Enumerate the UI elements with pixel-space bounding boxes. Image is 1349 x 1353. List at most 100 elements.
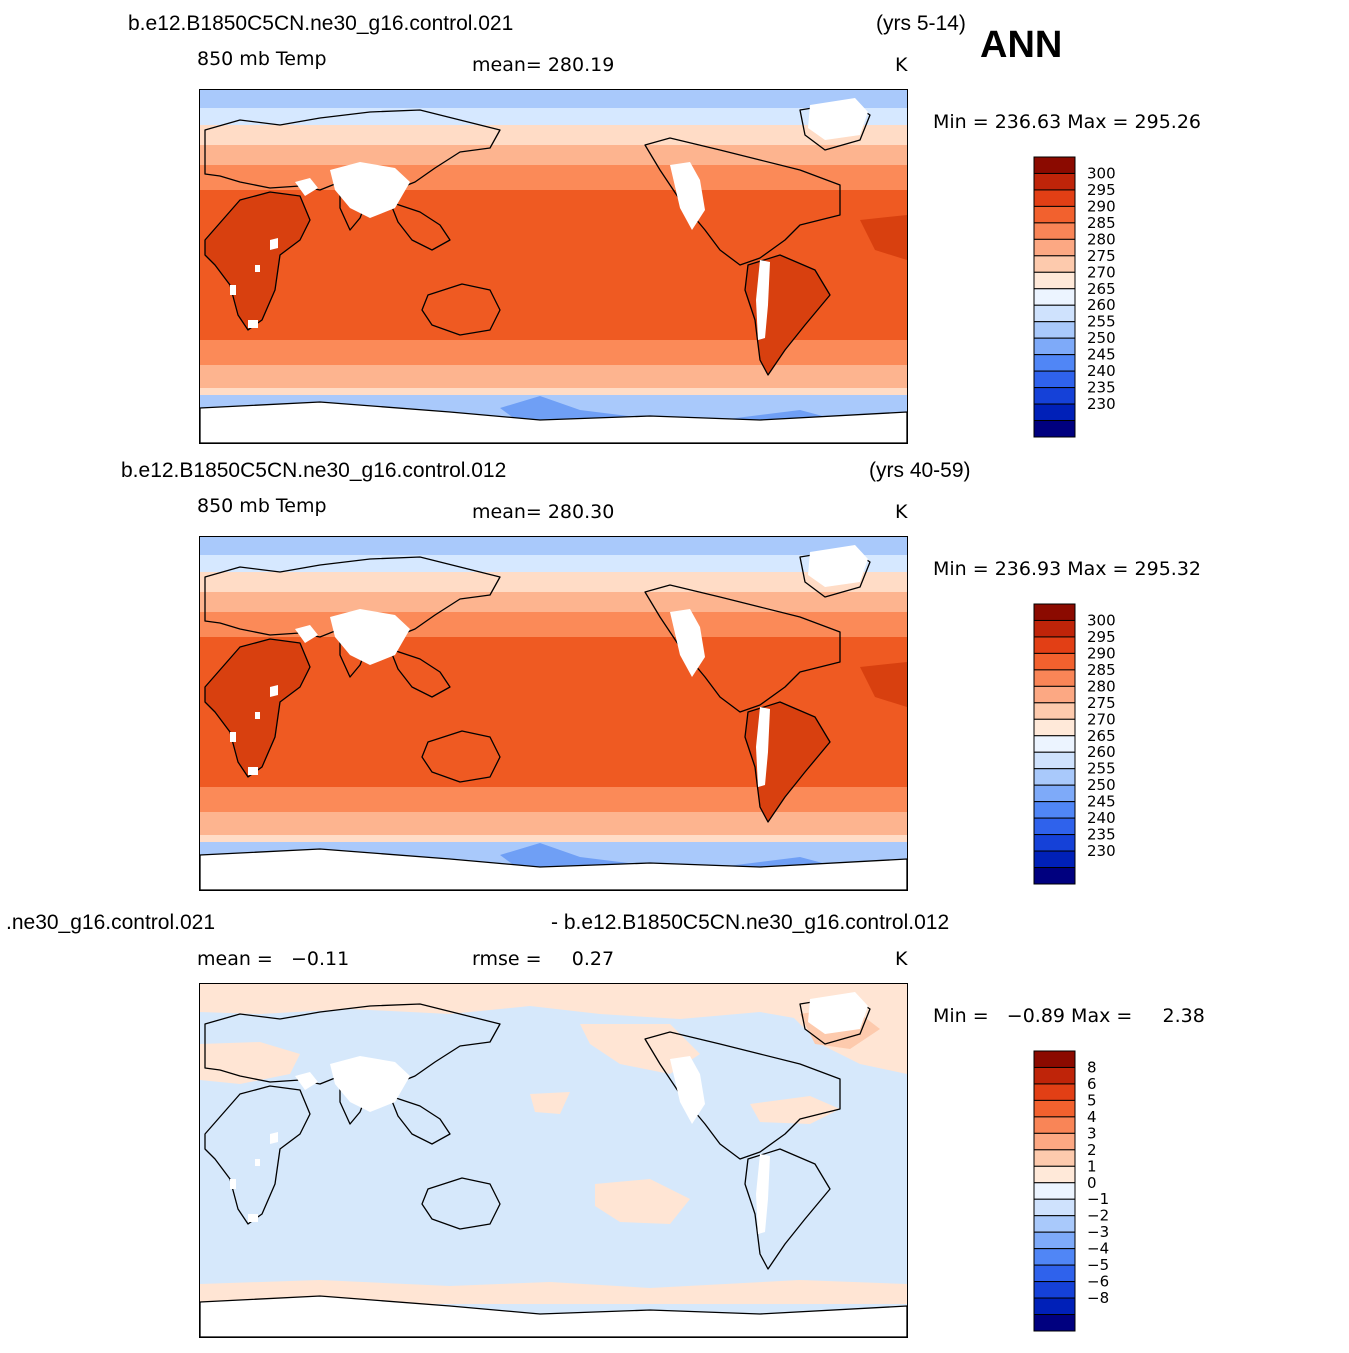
colorbar-tick-label: 260	[1087, 296, 1116, 314]
panel2-mean: mean= 280.30	[472, 501, 615, 523]
colorbar-box	[1033, 370, 1076, 389]
colorbar-box	[1033, 255, 1076, 273]
panel2-map	[199, 536, 908, 891]
map-coastline-europe	[204, 1003, 501, 1085]
map-coastline-asiaSE	[389, 201, 451, 251]
map-positive-anomaly	[200, 1042, 300, 1084]
map-missing-data	[270, 238, 278, 250]
colorbar-tick-label: 2	[1087, 1141, 1097, 1159]
colorbar-tick-label: 260	[1087, 743, 1116, 761]
colorbar-tick-label: 270	[1087, 263, 1116, 281]
map-warm-africa	[205, 192, 310, 330]
colorbar-tick-label: 5	[1087, 1091, 1097, 1109]
colorbar-box	[1033, 1099, 1076, 1118]
panel2-colorbar: 300 295 290 285 280 275 270 265 260 255 250 245 240 2…	[1033, 603, 1154, 886]
colorbar-box	[1033, 1297, 1076, 1316]
map-missing-data	[248, 1214, 258, 1222]
colorbar-tick-label: 290	[1087, 197, 1116, 215]
colorbar-tick-label: 6	[1087, 1075, 1097, 1093]
map-coastline-europe	[204, 556, 501, 638]
panel3-units: K	[895, 948, 908, 970]
colorbar-box	[1033, 205, 1076, 224]
panel1-units: K	[895, 54, 908, 76]
colorbar-box	[1033, 619, 1076, 638]
map-missing-data	[248, 767, 258, 775]
panel1-colorbar: 300 295 290 285 280 275 270 265 260 255 250 245 240 2…	[1033, 156, 1154, 439]
map-missing-data	[270, 1132, 278, 1144]
colorbar-box	[1033, 1248, 1076, 1266]
panel3-case-title-left: .ne30_g16.control.021	[6, 911, 216, 934]
colorbar-tick-label: −3	[1087, 1223, 1109, 1241]
map-missing-data	[756, 1154, 770, 1234]
colorbar-tick-label: 250	[1087, 776, 1116, 794]
colorbar-box	[1033, 735, 1076, 753]
map-missing-data	[670, 162, 705, 230]
map-land-antarctica	[200, 401, 907, 443]
colorbar-box	[1033, 222, 1076, 240]
colorbar-box	[1033, 304, 1076, 323]
colorbar-box	[1033, 172, 1076, 191]
map-missing-data	[756, 707, 770, 787]
panel2-units: K	[895, 501, 908, 523]
colorbar-box	[1033, 387, 1076, 405]
colorbar-box	[1033, 768, 1076, 786]
colorbar-tick-label: 240	[1087, 809, 1116, 827]
panel1-variable: 850 mb Temp	[197, 48, 327, 70]
map-missing-data	[248, 320, 258, 328]
colorbar-box	[1033, 801, 1076, 819]
panel1-map	[199, 89, 908, 444]
colorbar-tick-label: 245	[1087, 793, 1116, 811]
panel1-years: (yrs 5-14)	[876, 12, 966, 35]
colorbar-box	[1033, 1231, 1076, 1250]
colorbar-box	[1033, 321, 1076, 339]
colorbar-tick-label: 275	[1087, 694, 1116, 712]
colorbar-tick-label: 255	[1087, 313, 1116, 331]
colorbar-tick-label: 255	[1087, 760, 1116, 778]
map-coastline-samerica	[744, 1148, 831, 1270]
colorbar-box	[1033, 867, 1076, 885]
map-coastline-samerica	[744, 254, 831, 376]
panel3-minmax: Min = −0.89 Max = 2.38	[933, 1005, 1205, 1027]
map-coastline-asiaSE	[389, 1095, 451, 1145]
panel3-map	[199, 983, 908, 1338]
map-coastline-australia	[421, 1177, 501, 1230]
colorbar-box	[1033, 354, 1076, 372]
panel2-case-title: b.e12.B1850C5CN.ne30_g16.control.012	[121, 459, 507, 482]
map-positive-anomaly	[530, 1092, 570, 1114]
colorbar-tick-label: 280	[1087, 677, 1116, 695]
map-warm-atlantic	[860, 215, 907, 260]
colorbar-tick-label: 285	[1087, 661, 1116, 679]
season-label: ANN	[980, 24, 1063, 66]
colorbar-box	[1033, 1215, 1076, 1233]
map-coastline-australia	[421, 283, 501, 336]
colorbar-box	[1033, 784, 1076, 803]
map-background-band	[200, 984, 907, 1337]
map-land-antarctica	[200, 1295, 907, 1337]
colorbar-tick-label: 265	[1087, 727, 1116, 745]
panel2-years: (yrs 40-59)	[869, 459, 971, 482]
panel2-minmax: Min = 236.93 Max = 295.32	[933, 558, 1201, 580]
map-missing-data	[255, 265, 260, 272]
map-band-arctic	[200, 90, 907, 108]
colorbar-tick-label: 295	[1087, 628, 1116, 646]
colorbar-tick-label: 0	[1087, 1174, 1097, 1192]
panel3-colorbar: 8 6 5 4 3 2 1 0 −1 −2 −3 −4 −5 −6 −8	[1033, 1050, 1154, 1333]
map-missing-data	[330, 609, 410, 665]
map-missing-data	[255, 712, 260, 719]
colorbar-box	[1033, 817, 1076, 836]
panel2-variable: 850 mb Temp	[197, 495, 327, 517]
colorbar-box	[1033, 1116, 1076, 1134]
colorbar-tick-label: −6	[1087, 1273, 1109, 1291]
colorbar-box	[1033, 403, 1076, 422]
map-missing-data	[295, 1072, 318, 1090]
colorbar-tick-label: 240	[1087, 362, 1116, 380]
colorbar-box	[1033, 420, 1076, 438]
colorbar-box	[1033, 603, 1076, 621]
map-coastline-africa	[204, 1085, 311, 1225]
colorbar-tick-label: 270	[1087, 710, 1116, 728]
colorbar-box	[1033, 1132, 1076, 1151]
panel3-rmse: rmse = 0.27	[472, 948, 615, 970]
map-missing-data	[295, 625, 318, 643]
map-missing-data	[670, 1056, 705, 1124]
map-missing-data	[230, 1179, 236, 1189]
